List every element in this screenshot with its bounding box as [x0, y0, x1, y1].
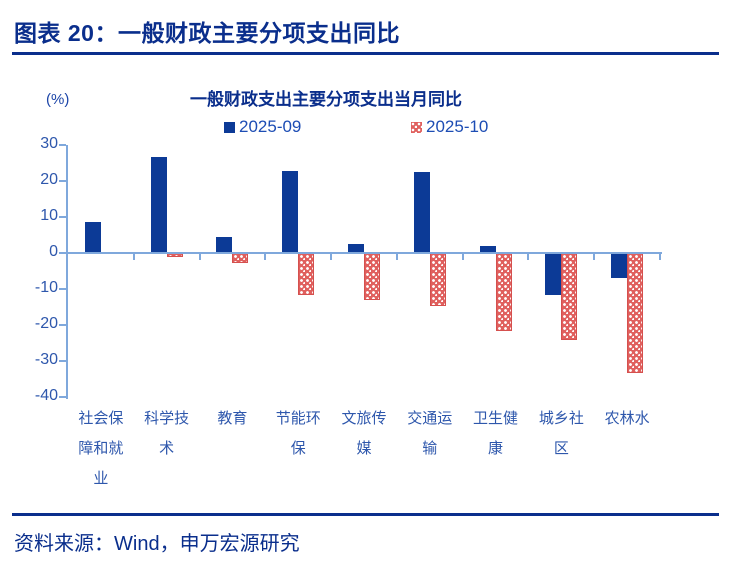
x-axis-line	[66, 252, 662, 254]
x-axis-tick-mark	[395, 253, 398, 260]
x-category-label: 社会保障和就业	[78, 410, 124, 487]
x-axis-tick-mark	[527, 253, 530, 260]
x-axis-tick-mark	[264, 253, 267, 260]
x-category-label: 城乡社区	[538, 410, 584, 457]
x-axis-tick-mark	[659, 253, 661, 260]
bar-2025-09-卫生健康	[479, 245, 496, 253]
x-category-label: 交通运输	[407, 410, 453, 457]
x-axis-tick-mark	[132, 253, 135, 260]
bar-2025-09-社会保障和就业	[84, 221, 101, 253]
legend-item-2025-09: 2025-09	[224, 117, 301, 137]
y-axis-tick-mark	[59, 252, 66, 254]
figure-title: 图表 20：一般财政主要分项支出同比	[14, 20, 400, 46]
y-tick-label: -20	[34, 315, 58, 332]
bar-2025-10-城乡社区	[561, 253, 578, 341]
bar-2025-10-文旅传媒	[364, 253, 380, 300]
y-tick-label: -10	[34, 279, 58, 296]
bar-2025-10-卫生健康	[495, 253, 512, 331]
x-category-label: 科学技术	[144, 410, 190, 457]
x-axis-tick-mark	[593, 253, 596, 260]
legend-item-2025-10: 2025-10	[411, 117, 488, 137]
bar-2025-09-节能环保	[282, 170, 299, 253]
legend-label-2025-09: 2025-09	[239, 117, 302, 136]
y-tick-label: -30	[34, 351, 58, 368]
y-tick-label: 10	[40, 207, 58, 224]
x-category-label: 文旅传媒	[341, 410, 387, 457]
y-axis-tick-mark	[59, 396, 66, 398]
y-axis-unit-label: (%)	[46, 91, 70, 108]
bar-2025-09-农林水	[611, 253, 628, 278]
x-axis-tick-mark	[330, 253, 333, 260]
bar-2025-10-农林水	[627, 253, 644, 373]
x-axis-tick-mark	[198, 253, 201, 260]
bar-2025-09-文旅传媒	[348, 244, 364, 253]
y-axis-tick-mark	[59, 216, 66, 218]
x-category-label: 卫生健康	[473, 410, 519, 457]
legend-label-2025-10: 2025-10	[426, 117, 489, 136]
bar-2025-10-交通运输	[429, 253, 446, 307]
x-axis-tick-mark	[461, 253, 464, 260]
y-tick-label: 20	[40, 171, 58, 188]
x-category-label: 农林水	[604, 410, 650, 427]
legend-swatch-solid-icon	[224, 121, 235, 133]
y-tick-label: 0	[49, 243, 58, 260]
bar-2025-09-交通运输	[413, 172, 430, 253]
bar-2025-09-教育	[216, 237, 233, 253]
y-axis-tick-mark	[59, 144, 66, 146]
x-category-label: 节能环保	[275, 410, 321, 457]
bar-2025-09-科学技术	[150, 156, 167, 253]
bar-2025-09-城乡社区	[545, 253, 562, 296]
source-note: 资料来源：Wind，申万宏源研究	[14, 533, 300, 555]
bar-2025-10-教育	[232, 253, 249, 263]
title-underline	[12, 52, 719, 55]
chart-title: 一般财政支出主要分项支出当月同比	[190, 90, 462, 109]
y-tick-label: 30	[40, 135, 58, 152]
bar-2025-10-节能环保	[298, 253, 315, 295]
legend-swatch-pattern-icon	[411, 121, 422, 133]
y-axis-tick-mark	[59, 180, 66, 182]
source-divider	[12, 513, 719, 516]
y-axis-line	[66, 145, 68, 399]
y-axis-tick-mark	[59, 288, 66, 290]
y-axis-tick-mark	[59, 360, 66, 362]
y-tick-label: -40	[34, 387, 58, 404]
y-axis-tick-mark	[59, 324, 66, 326]
x-category-label: 教育	[217, 410, 248, 427]
